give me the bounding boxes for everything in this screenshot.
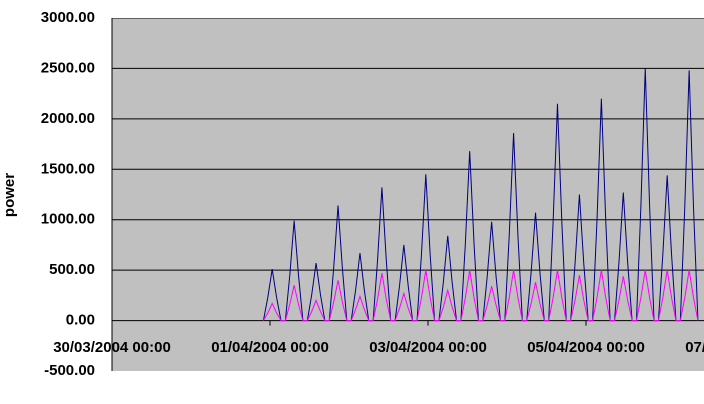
x-tick-label: 03/04/2004 00:00: [369, 339, 487, 356]
y-tick-label: 2000.00: [41, 110, 95, 127]
y-tick-label: 1500.00: [41, 160, 95, 177]
series-line: [262, 270, 699, 322]
plot-background: [112, 18, 704, 371]
y-tick-label: 2500.00: [41, 59, 95, 76]
y-tick-label: 1000.00: [41, 211, 95, 228]
y-axis-title: power: [1, 173, 18, 217]
y-tick-label: 0.00: [66, 312, 95, 329]
x-tick-label: 01/04/2004 00:00: [211, 339, 329, 356]
x-tick-label: 07/04/2004 00:00: [685, 339, 704, 356]
y-tick-label: 500.00: [49, 261, 95, 278]
y-tick-label: 3000.00: [41, 9, 95, 26]
y-tick-label: -500.00: [44, 362, 95, 379]
x-tick-label: 30/03/2004 00:00: [53, 339, 171, 356]
x-tick-label: 05/04/2004 00:00: [527, 339, 645, 356]
plot-area: [112, 18, 704, 371]
